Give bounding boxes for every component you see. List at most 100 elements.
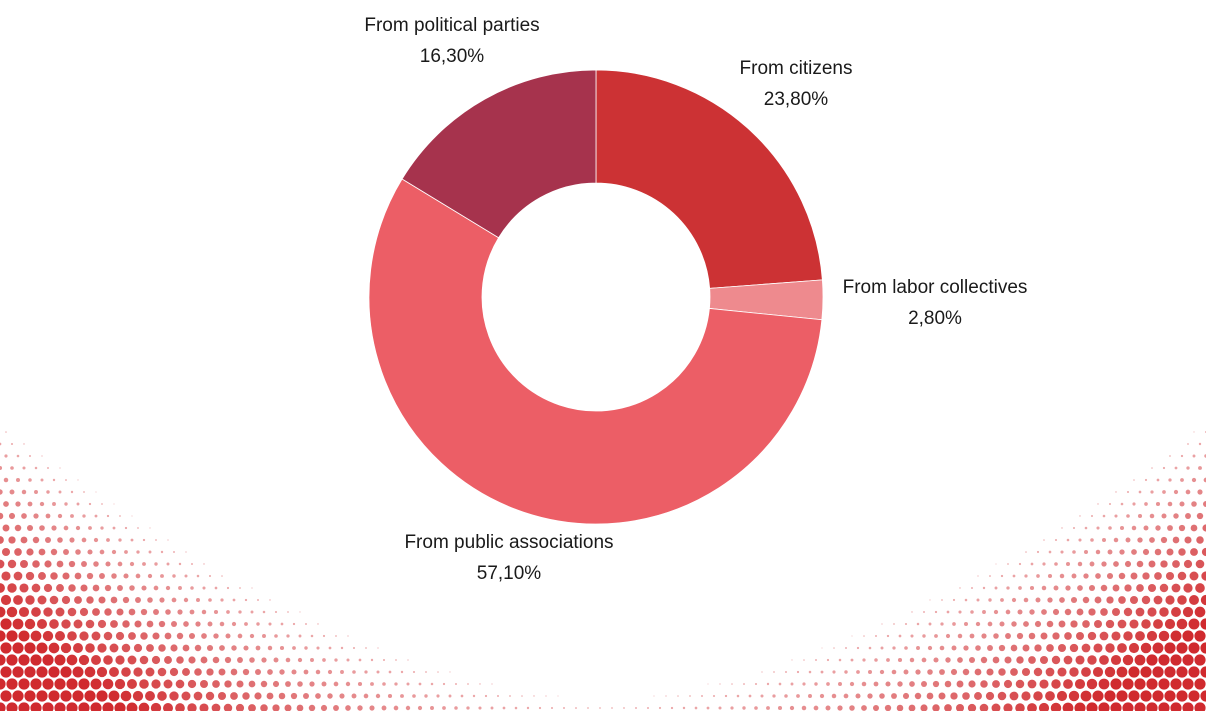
halftone-dot — [1167, 549, 1174, 556]
halftone-dot — [7, 583, 16, 592]
halftone-dot — [219, 669, 226, 676]
halftone-dot — [224, 704, 232, 711]
halftone-dot — [69, 537, 74, 542]
halftone-dot — [315, 693, 321, 699]
halftone-dot — [226, 634, 231, 639]
halftone-dot — [298, 658, 302, 662]
halftone-dot — [261, 657, 266, 662]
donut-slices — [369, 70, 823, 524]
halftone-dot — [814, 682, 817, 685]
halftone-dot — [39, 525, 45, 531]
halftone-dot — [1123, 631, 1132, 640]
halftone-dot — [201, 657, 208, 664]
halftone-dot — [827, 659, 829, 661]
halftone-dot — [322, 682, 327, 687]
halftone-dot — [0, 642, 11, 653]
halftone-dot — [41, 455, 42, 456]
halftone-dot — [886, 658, 890, 662]
halftone-dot — [109, 691, 120, 702]
halftone-dot — [832, 670, 835, 673]
halftone-dot — [220, 622, 225, 627]
halftone-dot — [233, 599, 236, 602]
halftone-dot — [1039, 679, 1048, 688]
slice-value-from-labor-collectives: 2,80% — [908, 308, 962, 329]
halftone-dot — [200, 680, 208, 688]
halftone-dot — [1048, 574, 1052, 578]
halftone-dot — [242, 692, 249, 699]
halftone-dot — [454, 706, 458, 710]
halftone-dot — [623, 707, 625, 709]
halftone-dot — [892, 670, 897, 675]
halftone-dot — [1027, 703, 1037, 711]
halftone-dot — [43, 631, 53, 641]
halftone-dot — [707, 707, 710, 710]
halftone-dot — [1021, 691, 1030, 700]
halftone-dot — [32, 584, 41, 593]
slice-label-from-labor-collectives: From labor collectives — [843, 277, 1028, 298]
halftone-dot — [933, 657, 938, 662]
halftone-dot — [124, 550, 128, 554]
halftone-dot — [107, 515, 109, 517]
halftone-dot — [1154, 572, 1162, 580]
halftone-dot — [1094, 620, 1102, 628]
halftone-dot — [436, 694, 439, 697]
halftone-dot — [970, 634, 975, 639]
halftone-dot — [113, 503, 114, 504]
halftone-dot — [1141, 619, 1150, 628]
halftone-dot — [881, 623, 882, 624]
halftone-dot — [1071, 597, 1077, 603]
halftone-dot — [647, 707, 649, 709]
halftone-dot — [1194, 678, 1205, 689]
halftone-dot — [77, 503, 80, 506]
halftone-dot — [1023, 621, 1029, 627]
halftone-dot — [377, 647, 378, 648]
halftone-dot — [1130, 596, 1138, 604]
halftone-dot — [116, 632, 124, 640]
halftone-dot — [44, 560, 51, 567]
halftone-dot — [461, 695, 464, 698]
halftone-dot — [256, 646, 261, 651]
halftone-dot — [100, 526, 103, 529]
halftone-dot — [221, 575, 223, 577]
halftone-dot — [1171, 607, 1181, 617]
halftone-dot — [1064, 632, 1072, 640]
halftone-dot — [1, 571, 10, 580]
halftone-dot — [891, 693, 897, 699]
halftone-dot — [213, 657, 220, 664]
halftone-dot — [1015, 703, 1025, 711]
halftone-dot — [262, 634, 266, 638]
halftone-dot — [357, 705, 362, 710]
halftone-dot — [20, 560, 28, 568]
halftone-dot — [971, 587, 973, 589]
halftone-dot — [1164, 666, 1175, 677]
halftone-dot — [849, 705, 855, 711]
halftone-dot — [424, 694, 427, 697]
halftone-dot — [36, 666, 47, 677]
halftone-dot — [939, 669, 945, 675]
halftone-dot — [1092, 690, 1103, 701]
halftone-dot — [60, 666, 71, 677]
halftone-dot — [1070, 644, 1078, 652]
halftone-dot — [263, 611, 266, 614]
halftone-dot — [557, 695, 558, 696]
halftone-dot — [820, 694, 824, 698]
halftone-dot — [887, 635, 889, 637]
halftone-dot — [3, 525, 10, 532]
halftone-dot — [1096, 550, 1100, 554]
halftone-dot — [1119, 549, 1124, 554]
halftone-dot — [141, 609, 147, 615]
halftone-dot — [75, 549, 81, 555]
halftone-dot — [67, 655, 78, 666]
halftone-dot — [202, 610, 206, 614]
halftone-dot — [981, 633, 986, 638]
halftone-dot — [1167, 525, 1173, 531]
halftone-dot — [1070, 620, 1077, 627]
halftone-dot — [1082, 644, 1091, 653]
halftone-dot — [236, 680, 243, 687]
halftone-dot — [442, 706, 446, 710]
halftone-dot — [13, 595, 23, 605]
halftone-dot — [146, 668, 155, 677]
halftone-dot — [60, 690, 71, 701]
halftone-dot — [104, 632, 113, 641]
halftone-dot — [885, 681, 890, 686]
